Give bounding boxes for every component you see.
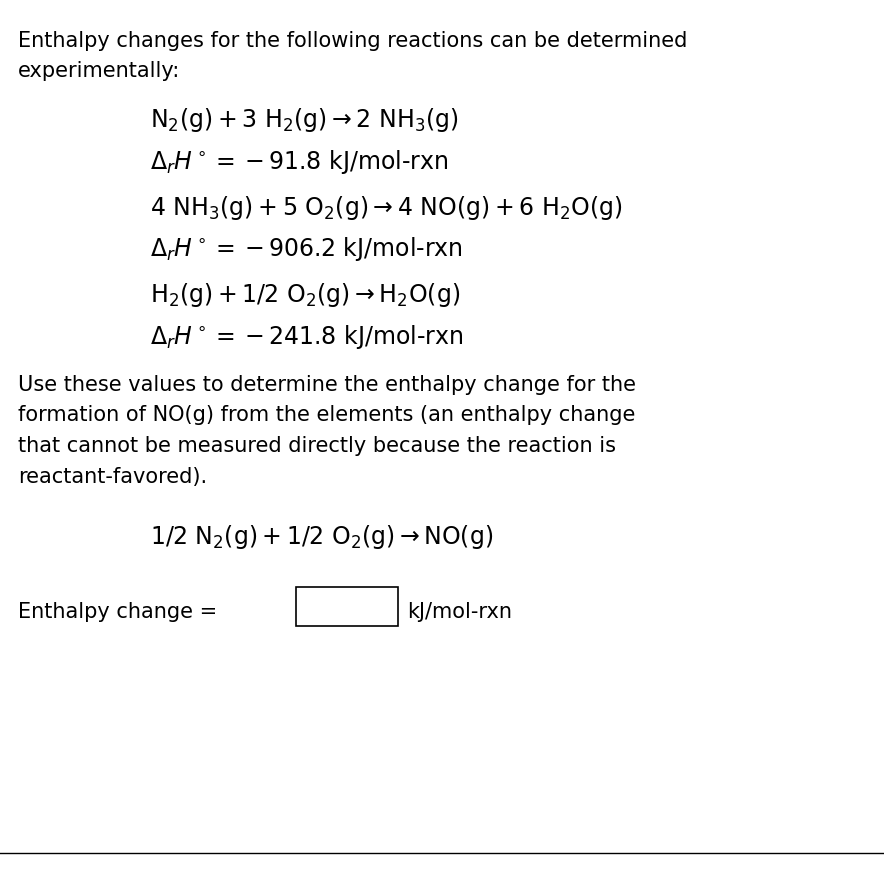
Text: $\Delta_r H^\circ = -241.8\ \mathrm{kJ/mol\text{-}rxn}$: $\Delta_r H^\circ = -241.8\ \mathrm{kJ/m…	[150, 323, 464, 351]
Text: $\mathrm{H_2(g) + 1/2\ O_2(g) \rightarrow H_2O(g)}$: $\mathrm{H_2(g) + 1/2\ O_2(g) \rightarro…	[150, 281, 461, 309]
Text: reactant-favored).: reactant-favored).	[18, 467, 207, 487]
Text: experimentally:: experimentally:	[18, 61, 180, 81]
Text: Use these values to determine the enthalpy change for the: Use these values to determine the enthal…	[18, 375, 636, 395]
Text: $\mathrm{N_2(g) + 3\ H_2(g) \rightarrow 2\ NH_3(g)}$: $\mathrm{N_2(g) + 3\ H_2(g) \rightarrow …	[150, 106, 459, 134]
Text: Enthalpy changes for the following reactions can be determined: Enthalpy changes for the following react…	[18, 31, 687, 51]
Text: Enthalpy change =: Enthalpy change =	[18, 602, 217, 622]
Text: $\Delta_r H^\circ = -906.2\ \mathrm{kJ/mol\text{-}rxn}$: $\Delta_r H^\circ = -906.2\ \mathrm{kJ/m…	[150, 235, 463, 263]
FancyBboxPatch shape	[296, 587, 398, 626]
Text: that cannot be measured directly because the reaction is: that cannot be measured directly because…	[18, 436, 615, 456]
Text: kJ/mol-rxn: kJ/mol-rxn	[407, 602, 512, 622]
Text: $\Delta_r H^\circ = -91.8\ \mathrm{kJ/mol\text{-}rxn}$: $\Delta_r H^\circ = -91.8\ \mathrm{kJ/mo…	[150, 148, 449, 176]
Text: formation of NO(g) from the elements (an enthalpy change: formation of NO(g) from the elements (an…	[18, 405, 635, 426]
Text: $\mathrm{1/2\ N_2(g) + 1/2\ O_2(g) \rightarrow NO(g)}$: $\mathrm{1/2\ N_2(g) + 1/2\ O_2(g) \righ…	[150, 523, 493, 551]
Text: $\mathrm{4\ NH_3(g) + 5\ O_2(g) \rightarrow 4\ NO(g) + 6\ H_2O(g)}$: $\mathrm{4\ NH_3(g) + 5\ O_2(g) \rightar…	[150, 194, 622, 221]
